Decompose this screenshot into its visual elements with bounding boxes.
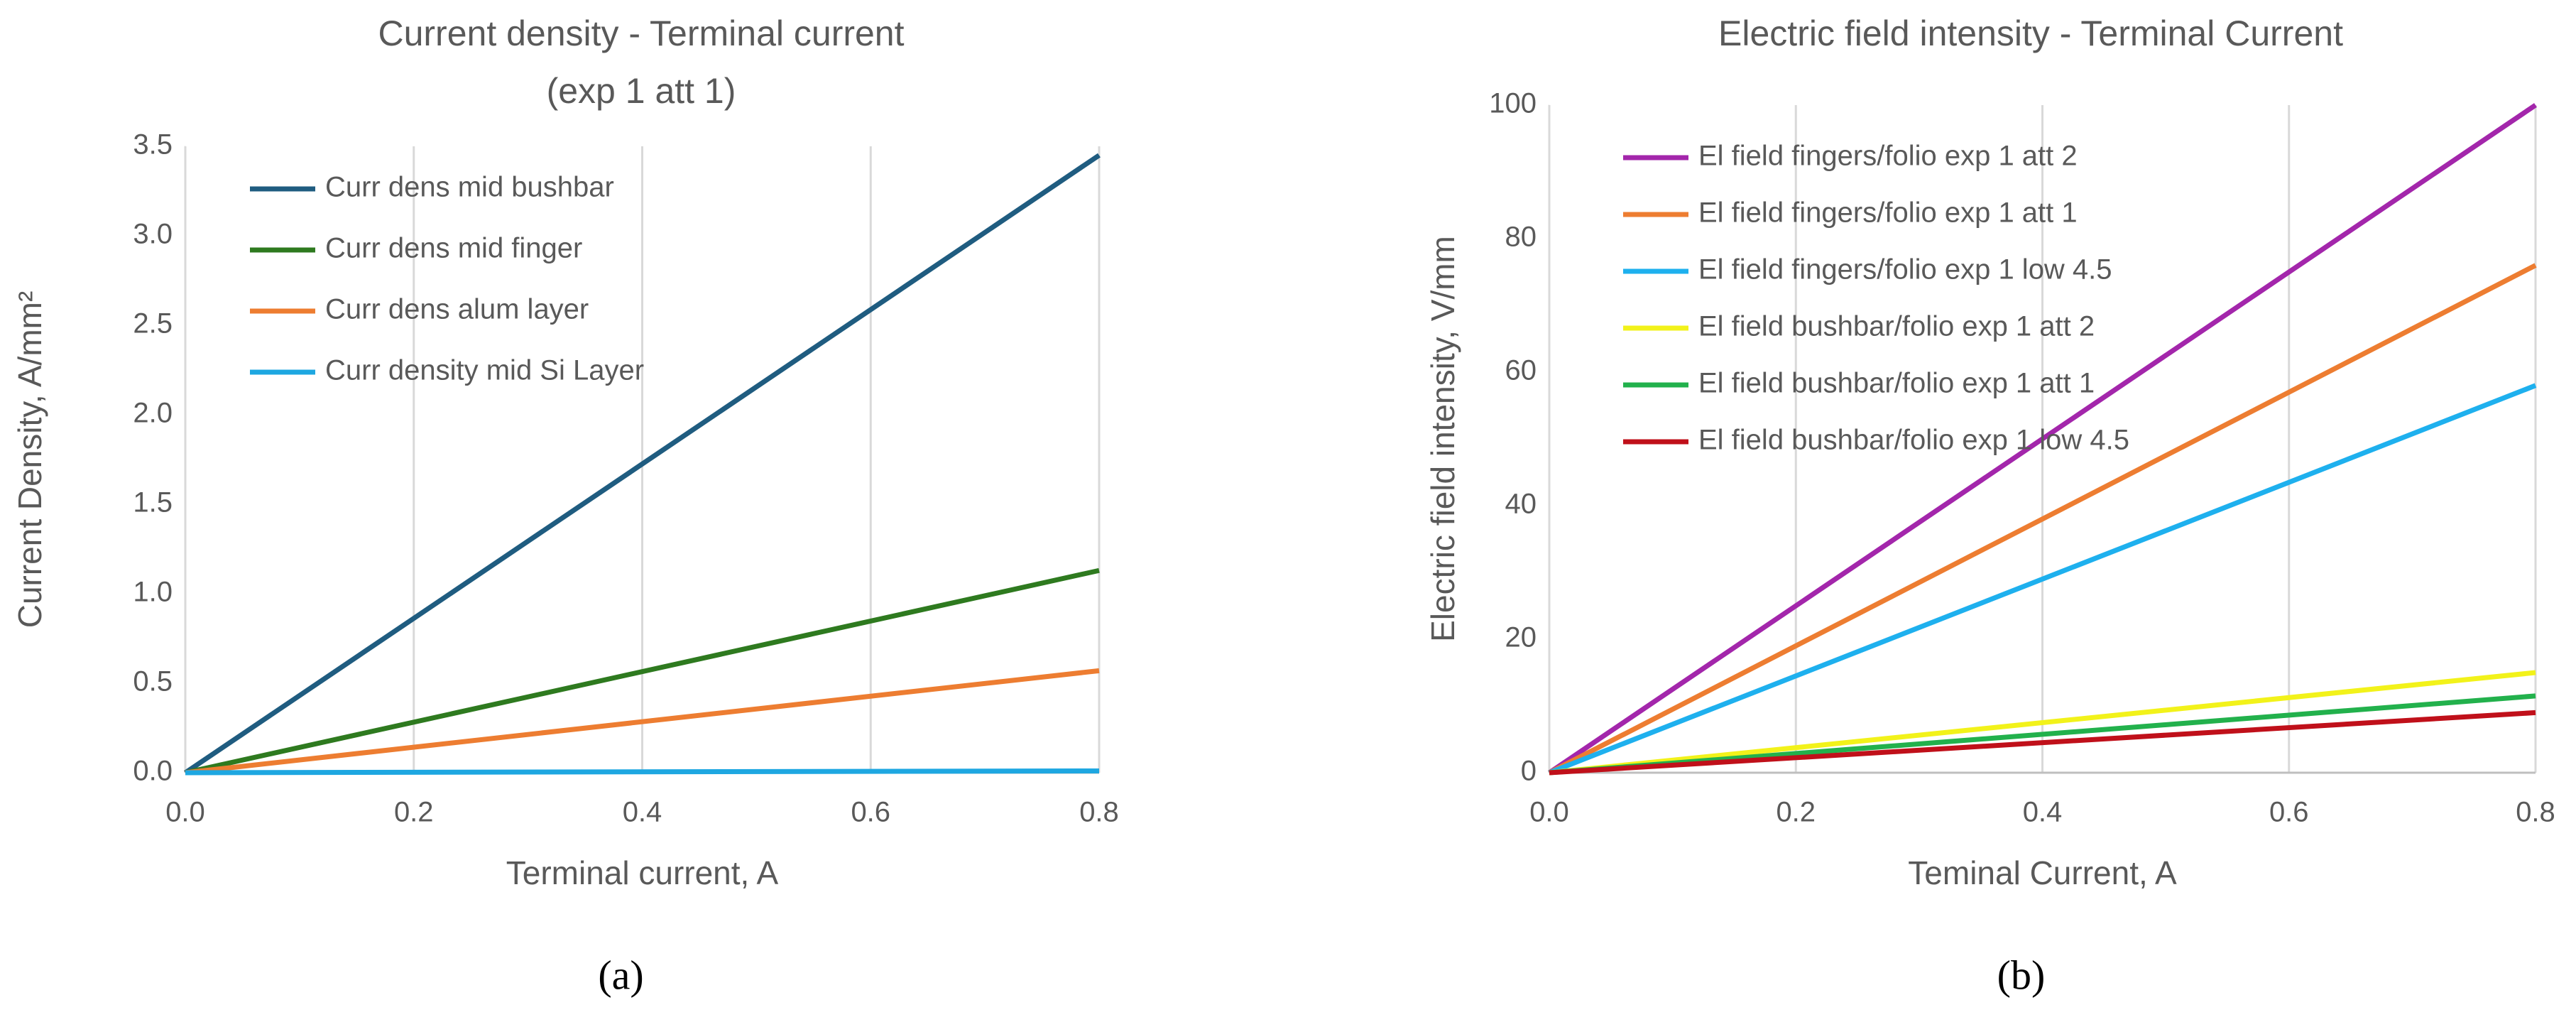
series-line [184,153,1101,775]
series-line [1548,263,2537,776]
series-line [1549,693,2536,776]
x-tick-label: 0.6 [851,797,890,828]
x-axis-label: Teminal Current, A [1908,854,2177,891]
y-tick-label: 1.0 [133,577,173,608]
y-tick-label: 3.5 [133,129,173,161]
legend-label: El field bushbar/folio exp 1 att 2 [1698,311,2095,342]
chart-subtitle: (exp 1 att 1) [547,71,736,111]
x-tick-label: 0.4 [623,797,662,828]
series-line [1548,103,2537,775]
y-tick-label: 2.5 [133,308,173,339]
x-tick-label: 0.4 [2023,797,2063,828]
x-tick-label: 0.0 [1529,797,1569,828]
series-line [1549,710,2536,776]
x-tick-label: 0.0 [165,797,205,828]
caption: (b) [1997,952,2046,998]
legend-label: El field fingers/folio exp 1 low 4.5 [1698,254,2112,286]
legend-label: El field fingers/folio exp 1 att 1 [1698,197,2078,229]
legend-label: Curr density mid Si Layer [325,355,644,386]
y-axis-label: Current Density, A/mm² [11,291,48,629]
y-tick-label: 40 [1505,489,1537,520]
y-axis-label: Electric field intensity, V/mm [1424,236,1461,642]
legend-label: Curr dens mid bushbar [325,172,614,203]
legend-label: Curr dens mid finger [325,233,582,264]
y-tick-label: 0 [1521,756,1537,787]
y-tick-label: 80 [1505,222,1537,253]
y-tick-label: 0.5 [133,666,173,697]
legend-label: Curr dens alum layer [325,294,589,325]
x-tick-label: 0.8 [2516,797,2555,828]
y-tick-label: 20 [1505,622,1537,653]
series-line [185,668,1100,776]
y-tick-label: 0.0 [133,756,173,787]
y-tick-label: 3.0 [133,219,173,250]
legend-label: El field fingers/folio exp 1 att 2 [1698,141,2078,172]
legend-label: El field bushbar/folio exp 1 att 1 [1698,368,2095,399]
chart-title: Current density - Terminal current [378,13,904,53]
y-tick-label: 2.0 [133,398,173,429]
x-tick-label: 0.8 [1079,797,1119,828]
legend-label: El field bushbar/folio exp 1 low 4.5 [1698,425,2129,456]
x-tick-label: 0.2 [1776,797,1816,828]
series-line [1548,383,2537,776]
chart-title: Electric field intensity - Terminal Curr… [1718,13,2343,53]
series-line [185,768,1100,776]
y-tick-label: 1.5 [133,487,173,518]
x-axis-label: Terminal current, A [506,854,779,891]
series-line [185,567,1100,776]
x-tick-label: 0.6 [2269,797,2309,828]
series-line [1549,670,2536,776]
y-tick-label: 100 [1489,88,1537,119]
y-tick-label: 60 [1505,355,1537,386]
caption: (a) [598,952,643,998]
x-tick-label: 0.2 [394,797,434,828]
